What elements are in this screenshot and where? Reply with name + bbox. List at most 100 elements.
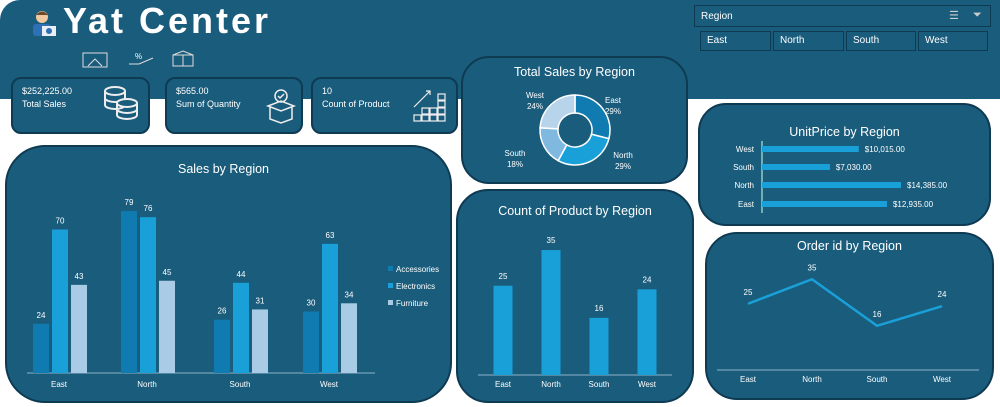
data-label: 16 [595, 304, 604, 313]
slice-percent-label: 29% [615, 162, 631, 171]
data-label: 35 [547, 236, 556, 245]
legend-label: Accessories [396, 265, 439, 274]
x-tick-label: West [638, 380, 657, 389]
bar-electronics [322, 243, 338, 373]
slice-percent-label: 24% [527, 102, 543, 111]
data-label: 63 [326, 231, 335, 240]
chart-title: Sales by Region [177, 162, 270, 176]
kpi-value: $565.00 [176, 86, 209, 96]
bar-accessories [303, 311, 319, 373]
x-tick-label: North [137, 380, 157, 389]
legend-swatch [388, 266, 393, 271]
x-tick-label: South [230, 380, 251, 389]
data-label: 34 [345, 290, 354, 299]
slice-percent-label: 18% [507, 160, 523, 169]
slice-category-label: West [526, 91, 545, 100]
slicer-title: Region [701, 11, 733, 22]
bar-electronics [233, 282, 249, 373]
bar [762, 146, 859, 152]
bar-furniture [341, 303, 357, 373]
data-label: 45 [163, 268, 172, 277]
data-label: 24 [938, 290, 947, 299]
slicer-header: Region ☰ ⏷ [694, 5, 991, 27]
bar-accessories [33, 323, 49, 373]
data-label: 76 [144, 204, 153, 213]
house-icon[interactable] [82, 51, 108, 74]
bar [637, 289, 657, 375]
data-label: 30 [307, 299, 316, 308]
donut-slice-north [557, 133, 610, 166]
bar-furniture [159, 280, 175, 373]
bar [762, 201, 887, 207]
x-tick-label: South [589, 380, 610, 389]
unitprice-by-region-panel: UnitPrice by Region $10,015.00 West $7,030… [698, 103, 991, 226]
slicer-item-east[interactable]: East [700, 31, 771, 51]
slice-category-label: East [605, 96, 622, 105]
data-label: 26 [218, 307, 227, 316]
slicer-item-south[interactable]: South [846, 31, 916, 51]
data-label: 44 [237, 270, 246, 279]
bar [541, 250, 561, 375]
hand-percent-icon[interactable]: % [127, 50, 155, 73]
x-tick-label: South [867, 375, 888, 384]
kpi-value: 10 [322, 86, 333, 96]
slicer-item-north[interactable]: North [773, 31, 844, 51]
chart-title: Count of Product by Region [498, 204, 652, 218]
data-label: 70 [56, 217, 65, 226]
legend-swatch [388, 283, 393, 288]
slice-category-label: South [505, 149, 526, 158]
kpi-label: Total Sales [22, 99, 67, 109]
x-tick-label: North [541, 380, 561, 389]
kpi-value: $252,225.00 [22, 86, 73, 96]
kpi-label: Count of Product [322, 99, 390, 109]
bar-accessories [121, 211, 137, 373]
data-label: $12,935.00 [893, 200, 934, 209]
region-slicer: Region ☰ ⏷ East North South West [694, 5, 991, 53]
donut-slice-west [539, 94, 576, 130]
legend-label: Furniture [396, 299, 429, 308]
data-label: 16 [873, 310, 882, 319]
x-tick-label: West [933, 375, 952, 384]
kpi-count-product: 10 Count of Product [311, 77, 458, 134]
x-tick-label: West [320, 380, 339, 389]
y-tick-label: East [738, 200, 755, 209]
bar [493, 285, 513, 375]
series-line [747, 277, 943, 328]
svg-text:%: % [135, 52, 142, 61]
total-sales-by-region-panel: Total Sales by Region East 29% North 29% Sou… [461, 56, 688, 184]
avatar-logo [30, 8, 58, 38]
x-tick-label: East [740, 375, 757, 384]
y-tick-label: South [733, 163, 754, 172]
y-tick-label: North [734, 181, 754, 190]
x-tick-label: East [495, 380, 512, 389]
box-check-icon [264, 84, 298, 129]
x-tick-label: East [51, 380, 68, 389]
data-label: 79 [125, 198, 134, 207]
clear-filter-icon[interactable]: ⏷ [973, 9, 982, 21]
y-tick-label: West [736, 145, 755, 154]
bar-furniture [71, 284, 87, 373]
box-icon[interactable] [170, 49, 196, 74]
legend-swatch [388, 300, 393, 305]
data-label: 31 [256, 296, 265, 305]
bar-accessories [214, 319, 230, 373]
bar-electronics [52, 229, 68, 373]
data-label: 35 [808, 263, 817, 272]
data-label: 24 [37, 311, 46, 320]
chart-title: UnitPrice by Region [789, 125, 900, 139]
data-label: 25 [499, 272, 508, 281]
sales-by-region-panel: Sales by Region East 24 70 43 North 79 76 45 Sou… [5, 145, 452, 403]
kpi-sum-quantity: $565.00 Sum of Quantity [165, 77, 303, 134]
data-label: $7,030.00 [836, 163, 872, 172]
data-label: 24 [643, 275, 652, 284]
slice-percent-label: 29% [605, 107, 621, 116]
multi-select-icon[interactable]: ☰ [949, 10, 959, 22]
bar [762, 182, 901, 188]
data-label: 25 [744, 288, 753, 297]
x-tick-label: North [802, 375, 822, 384]
app-title: Yat Center [63, 0, 272, 41]
slicer-item-west[interactable]: West [918, 31, 988, 51]
bar [589, 317, 609, 375]
bar-furniture [252, 309, 268, 373]
data-label: 43 [75, 272, 84, 281]
